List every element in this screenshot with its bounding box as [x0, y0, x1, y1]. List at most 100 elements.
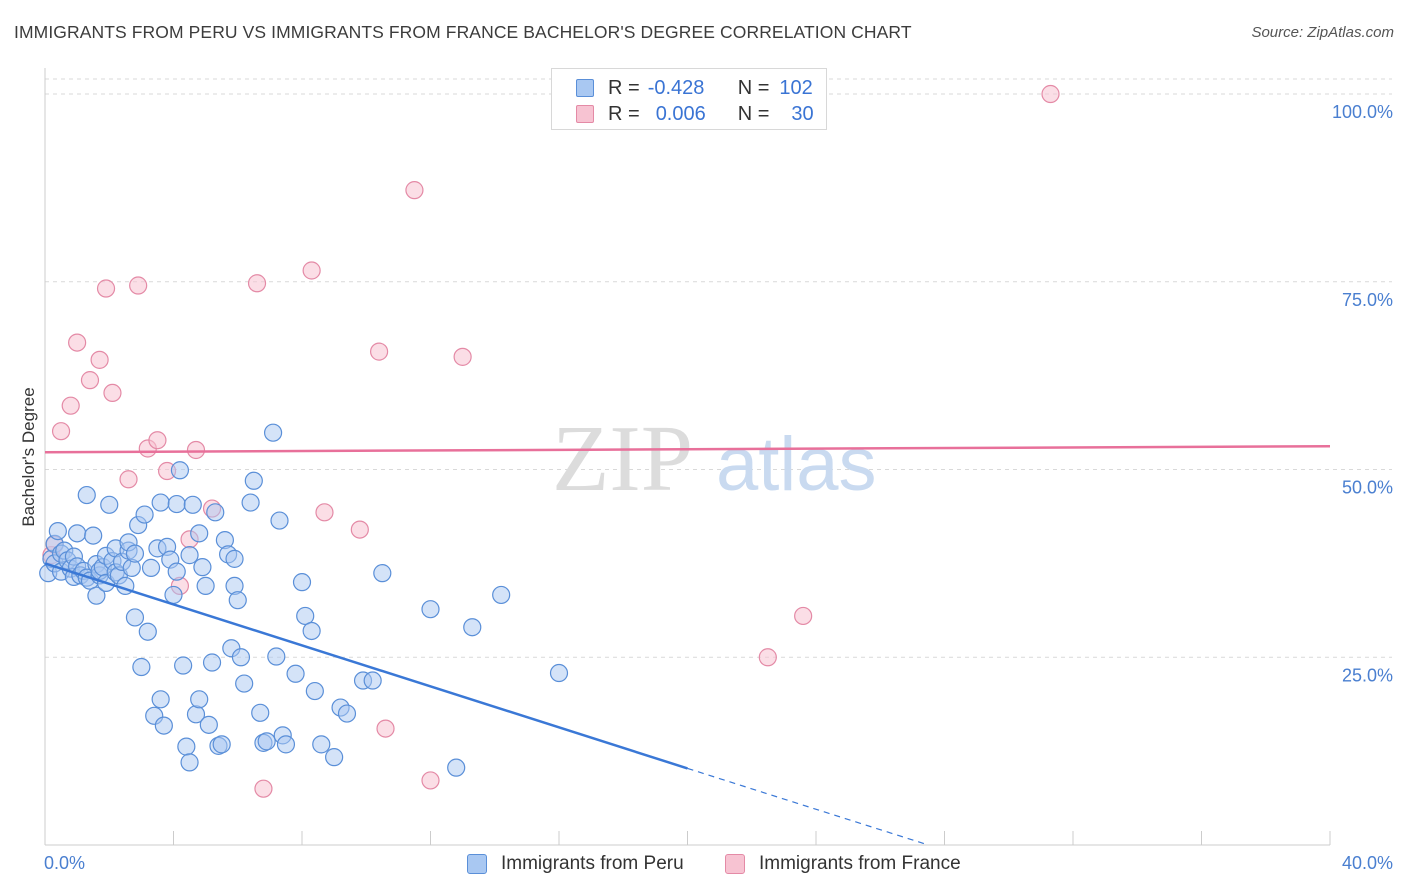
legend-swatch-france [576, 105, 594, 123]
peru-point [286, 664, 305, 683]
peru-point [447, 758, 466, 777]
peru-point [263, 423, 283, 442]
france-point [758, 648, 777, 667]
peru-point [190, 690, 209, 709]
axes [44, 68, 1331, 846]
y-axis-label: Bachelor's Degree [19, 387, 38, 526]
peru-point [202, 653, 222, 672]
peru-point [373, 564, 392, 583]
peru-point [228, 591, 247, 610]
peru-point [206, 503, 225, 522]
peru-point [174, 656, 193, 675]
france-point [1041, 84, 1060, 104]
france-point [80, 371, 100, 390]
france-point [453, 347, 472, 366]
peru-point [180, 546, 199, 565]
peru-point [251, 703, 270, 722]
peru-point [363, 671, 382, 690]
peru-point [302, 621, 321, 641]
chart-title: IMMIGRANTS FROM PERU VS IMMIGRANTS FROM … [14, 22, 912, 42]
legend-row-peru: R = -0.428 N = 102 [576, 76, 813, 100]
bottom-legend-peru: Immigrants from Peru [467, 852, 684, 876]
y-tick-label: 75.0% [1342, 290, 1393, 310]
peru-point [125, 544, 145, 563]
france-point [148, 431, 167, 450]
france-point [61, 396, 80, 415]
france-point [103, 383, 122, 403]
legend-n-label: N = [737, 102, 770, 125]
france-point [421, 771, 440, 790]
peru-point [212, 735, 231, 754]
peru-point [257, 732, 276, 751]
peru-point [312, 735, 331, 754]
legend-r-value: 0.006 [655, 102, 706, 125]
peru-point [193, 558, 212, 577]
peru-point [100, 495, 119, 514]
legend-n-value: 30 [791, 102, 814, 125]
peru-point [84, 526, 103, 545]
peru-point [549, 663, 569, 683]
france-point [794, 606, 813, 626]
x-tick-label: 40.0% [1342, 853, 1393, 873]
peru-point [77, 485, 96, 505]
bottom-legend-label-peru: Immigrants from Peru [501, 853, 684, 874]
bottom-legend-france: Immigrants from France [725, 852, 961, 876]
peru-point [270, 511, 289, 530]
france-point [254, 779, 273, 798]
peru-point [170, 461, 190, 480]
peru-point [276, 735, 296, 754]
source-credit: Source: ZipAtlas.com [1251, 24, 1394, 41]
france-points [42, 84, 1060, 798]
france-point [68, 333, 87, 352]
france-point [119, 470, 138, 489]
peru-point [167, 494, 186, 514]
peru-point [196, 576, 215, 596]
peru-point [68, 524, 87, 543]
peru-trendline-extension [687, 767, 929, 846]
bottom-legend-swatch-peru [467, 854, 487, 874]
france-point [370, 342, 389, 361]
peru-point [292, 573, 312, 592]
peru-point [492, 585, 511, 605]
france-point [129, 276, 148, 295]
y-tick-label: 50.0% [1342, 478, 1393, 498]
peru-point [463, 618, 482, 637]
grid [45, 78, 1392, 658]
watermark: ZIP atlas [552, 407, 877, 511]
france-point [51, 422, 71, 441]
peru-point [177, 737, 196, 756]
peru-point [244, 471, 263, 490]
france-point [350, 520, 369, 539]
peru-point [267, 647, 286, 666]
bottom-legend-swatch-france [725, 854, 745, 874]
peru-point [164, 585, 183, 605]
peru-point [87, 586, 106, 605]
peru-point [199, 715, 218, 734]
legend-n-value: 102 [779, 76, 813, 99]
france-trendline [44, 444, 1331, 454]
peru-point [138, 622, 157, 641]
peru-point [325, 748, 344, 767]
peru-point [180, 753, 199, 772]
france-point [96, 279, 116, 298]
france-point [376, 719, 395, 738]
peru-point [183, 495, 202, 514]
france-point [405, 181, 424, 200]
peru-points [39, 423, 569, 777]
tick-labels: 25.0% 50.0% 75.0% 100.0% 0.0% 40.0% [44, 102, 1393, 873]
peru-point [132, 657, 151, 677]
peru-point [141, 558, 161, 577]
peru-point [190, 524, 209, 543]
france-point [186, 440, 206, 460]
france-point [247, 274, 267, 293]
peru-point [231, 648, 251, 667]
peru-point [305, 681, 324, 701]
peru-point [421, 600, 440, 619]
peru-point [337, 704, 357, 723]
y-tick-label: 100.0% [1332, 102, 1393, 122]
peru-point [135, 505, 154, 524]
watermark-zip: ZIP [552, 407, 693, 511]
peru-point [48, 521, 67, 541]
stats-legend: R = -0.428 N = 102 R = 0.006 N = 30 [551, 68, 827, 130]
